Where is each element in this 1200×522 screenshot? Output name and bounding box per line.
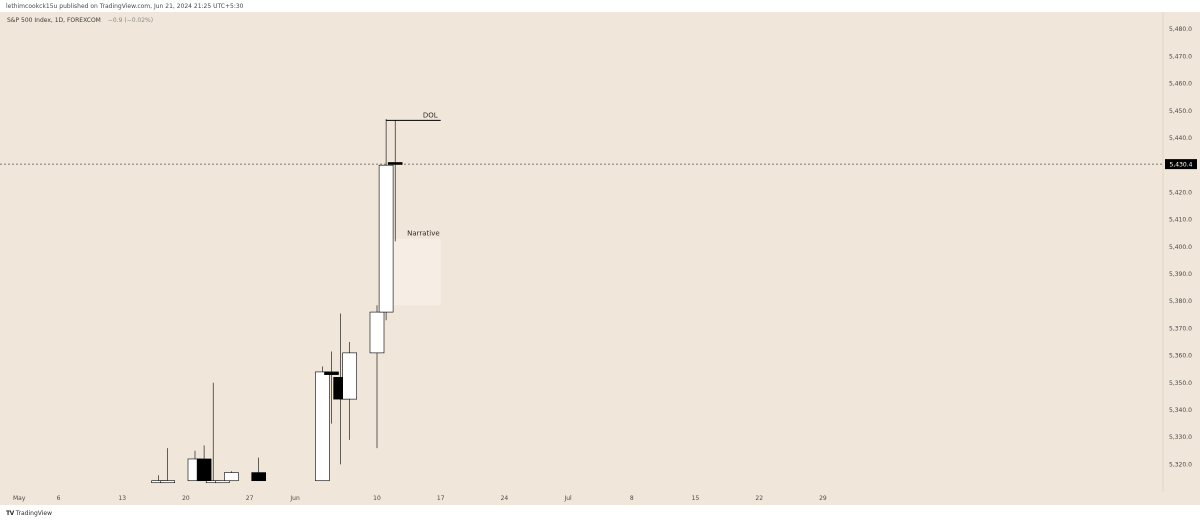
y-tick-label: 5,400.0 [1169, 244, 1192, 251]
y-tick-label: 5,330.0 [1169, 434, 1192, 441]
last-price-label: 5,430.4 [1170, 161, 1193, 168]
narrative-label: Narrative [407, 230, 440, 238]
x-tick-label: 10 [373, 495, 381, 502]
x-tick-label: 27 [246, 495, 254, 502]
y-tick-label: 5,480.0 [1169, 26, 1192, 33]
candlestick-chart[interactable]: S&P 500 Index, 1D, FOREXCOM −0.9 (−0.02%)… [0, 12, 1200, 505]
y-tick-label: 5,340.0 [1169, 407, 1192, 414]
x-tick-label: 24 [501, 495, 509, 502]
x-tick-label: 22 [755, 495, 763, 502]
x-tick-label: 15 [692, 495, 700, 502]
tradingview-logo-mark: TV [6, 510, 14, 517]
y-tick-label: 5,360.0 [1169, 353, 1192, 360]
x-tick-label: Jul [563, 495, 572, 502]
last-price-badge [1165, 159, 1197, 170]
candle-up[interactable] [342, 352, 358, 400]
x-tick-label: 17 [437, 495, 445, 502]
y-tick-label: 5,380.0 [1169, 298, 1192, 305]
x-tick-label: May [13, 495, 26, 502]
y-tick-label: 5,410.0 [1169, 217, 1192, 224]
y-tick-label: 5,320.0 [1169, 461, 1192, 468]
candle-down[interactable] [196, 458, 212, 482]
y-tick-label: 5,420.0 [1169, 189, 1192, 196]
candle-down[interactable] [251, 472, 266, 482]
x-tick-label: 29 [819, 495, 827, 502]
y-tick-label: 5,460.0 [1169, 81, 1192, 88]
x-tick-label: 13 [118, 495, 126, 502]
candle-down[interactable] [387, 162, 403, 165]
candle-up[interactable] [378, 164, 394, 313]
y-tick-label: 5,370.0 [1169, 325, 1192, 332]
y-tick-label: 5,470.0 [1169, 53, 1192, 60]
x-tick-label: 6 [57, 495, 61, 502]
candle-up[interactable] [160, 480, 175, 484]
y-tick-label: 5,450.0 [1169, 108, 1192, 115]
candle-up[interactable] [215, 480, 230, 484]
footer: TV TradingView [0, 505, 1200, 522]
dol-label: DOL [423, 111, 438, 119]
y-tick-label: 5,350.0 [1169, 380, 1192, 387]
x-tick-label: Jun [289, 495, 300, 502]
chart-area[interactable]: S&P 500 Index, 1D, FOREXCOM −0.9 (−0.02%)… [0, 12, 1200, 505]
y-tick-label: 5,440.0 [1169, 135, 1192, 142]
candle-up[interactable] [369, 311, 385, 354]
price-change: −0.9 (−0.02%) [108, 17, 153, 24]
publish-info: lethimcookck15u published on TradingView… [6, 3, 244, 10]
publish-header: lethimcookck15u published on TradingView… [0, 0, 1200, 12]
candle-down[interactable] [324, 371, 339, 375]
narrative-box[interactable] [386, 238, 441, 306]
tradingview-logo[interactable]: TV TradingView [6, 510, 52, 517]
tradingview-logo-text: TradingView [15, 510, 53, 517]
x-tick-label: 8 [630, 495, 634, 502]
chart-title: S&P 500 Index, 1D, FOREXCOM [7, 17, 101, 24]
y-tick-label: 5,390.0 [1169, 271, 1192, 278]
candle-up[interactable] [224, 472, 239, 482]
candle-up[interactable] [315, 371, 330, 482]
x-tick-label: 20 [182, 495, 190, 502]
